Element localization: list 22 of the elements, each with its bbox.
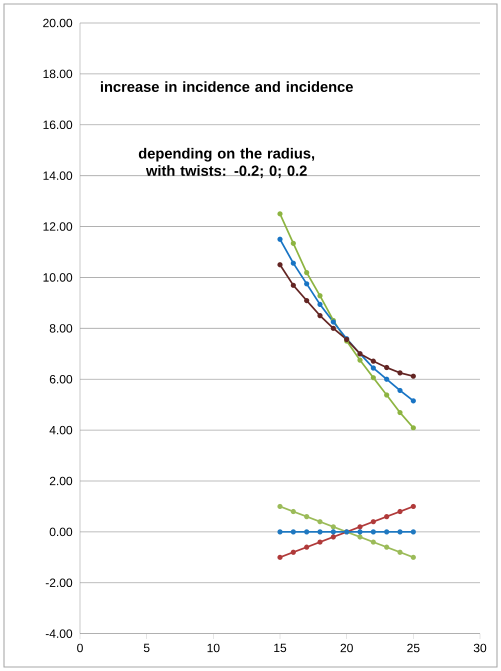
text: increase in incidence and incidence: [100, 81, 353, 92]
y-tick-label: 6.00: [50, 374, 72, 384]
y-tick-label: 14.00: [44, 171, 72, 180]
x-tick-label: 25: [407, 644, 420, 652]
y-tick-label: 12.00: [44, 222, 72, 231]
x-tick-label: 10: [208, 644, 220, 652]
y-tick-label: 20.00: [43, 18, 72, 28]
y-tick-label: -4.00: [46, 629, 72, 638]
y-tick-label: 18.00: [44, 70, 72, 78]
y-tick-label: 16.00: [44, 120, 72, 130]
y-tick-label: 8.00: [50, 324, 72, 333]
y-tick-label: -2.00: [46, 578, 72, 588]
x-tick-label: 30: [474, 644, 486, 652]
y-tick-label: 2.00: [50, 476, 72, 486]
y-tick-label: 4.00: [50, 426, 72, 434]
text: depending on the radius, with twists: -0.2; 0; 0.2: [138, 148, 314, 178]
x-tick-label: 5: [144, 644, 150, 652]
x-tick-label: 15: [274, 644, 286, 652]
y-tick-label: 10.00: [44, 273, 72, 282]
y-tick-label: 0.00: [50, 528, 72, 536]
x-tick-label: 20: [340, 644, 353, 652]
x-tick-label: 0: [77, 644, 83, 652]
